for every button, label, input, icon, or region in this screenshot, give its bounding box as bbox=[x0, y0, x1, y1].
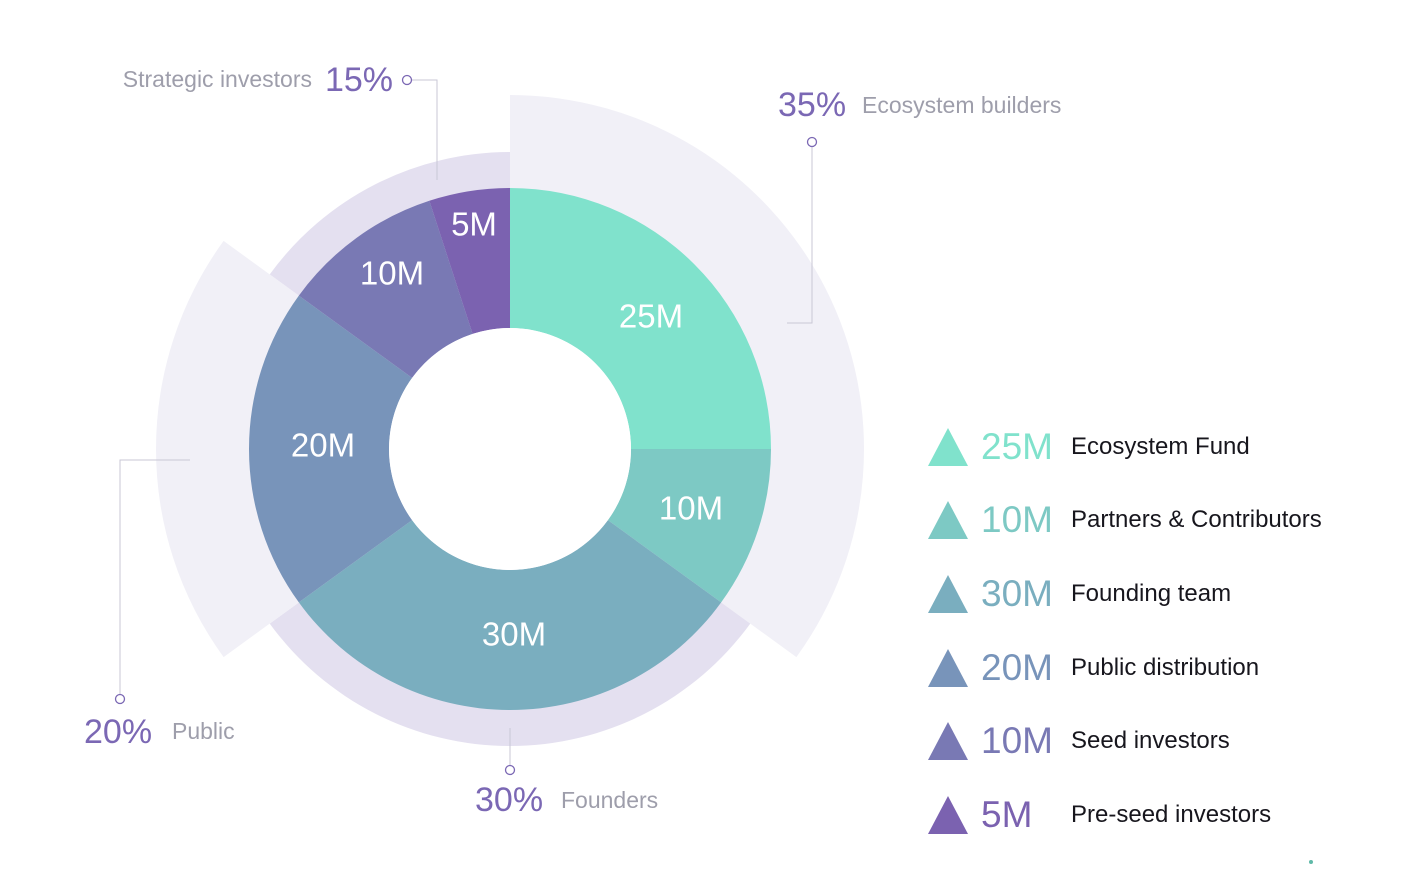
legend-item: 10M Seed investors bbox=[928, 704, 1388, 778]
legend-item: 20M Public distribution bbox=[928, 631, 1388, 705]
pie-slice bbox=[607, 449, 771, 603]
pie-slice bbox=[248, 295, 413, 603]
group-name: Public bbox=[172, 718, 235, 744]
legend-label: Public distribution bbox=[1071, 653, 1260, 681]
legend-label: Seed investors bbox=[1071, 727, 1230, 755]
slice-value-label: 30M bbox=[482, 616, 546, 653]
slice-value-label: 25M bbox=[619, 298, 683, 335]
group-name: Founders bbox=[561, 787, 658, 813]
legend-value: 10M bbox=[981, 720, 1053, 762]
slice-value-label: 10M bbox=[659, 490, 723, 527]
pie-slice bbox=[298, 520, 722, 710]
leader-dot bbox=[504, 764, 516, 776]
group-percent: 15% bbox=[325, 61, 393, 99]
slice-value-label: 20M bbox=[291, 427, 355, 464]
triangle-icon bbox=[928, 427, 968, 466]
decorative-dot bbox=[1309, 860, 1313, 864]
leader-line bbox=[119, 459, 190, 699]
triangle-icon bbox=[928, 648, 968, 687]
slice-value-label: 5M bbox=[451, 206, 497, 243]
group-percent: 20% bbox=[84, 713, 152, 751]
leader-dot bbox=[114, 693, 126, 705]
group-percent: 30% bbox=[475, 781, 543, 819]
legend-label: Pre-seed investors bbox=[1071, 800, 1272, 828]
group-name: Strategic investors bbox=[123, 66, 312, 92]
group-annotations: 35% Ecosystem builders 30% Founders 20% Publi… bbox=[84, 61, 1061, 819]
legend-label: Ecosystem Fund bbox=[1071, 432, 1250, 460]
legend-label: Partners & Contributors bbox=[1071, 506, 1322, 534]
legend-value: 20M bbox=[981, 646, 1053, 688]
donut-hole bbox=[389, 328, 631, 570]
legend-item: 5M Pre-seed investors bbox=[928, 778, 1388, 852]
legend-item: 25M Ecosystem Fund bbox=[928, 410, 1388, 484]
triangle-icon bbox=[928, 722, 968, 761]
chart-legend: 25M Ecosystem Fund 10M Partners & Contri… bbox=[928, 410, 1388, 852]
legend-label: Founding team bbox=[1071, 579, 1232, 607]
leader-line bbox=[407, 79, 438, 180]
leader-line bbox=[787, 142, 813, 324]
legend-value: 10M bbox=[981, 499, 1053, 541]
slice-value-label: 10M bbox=[360, 255, 424, 292]
leader-dot bbox=[806, 136, 818, 148]
pie-slice-labels: 25M 10M 30M 20M 10M 5M bbox=[291, 206, 723, 653]
legend-item: 30M Founding team bbox=[928, 557, 1388, 631]
group-name: Ecosystem builders bbox=[862, 92, 1061, 118]
triangle-icon bbox=[928, 795, 968, 834]
legend-value: 5M bbox=[981, 793, 1033, 835]
pie-slice bbox=[298, 200, 473, 378]
pie-slices bbox=[248, 188, 771, 710]
triangle-icon bbox=[928, 501, 968, 540]
leader-dot bbox=[401, 74, 413, 86]
legend-value: 30M bbox=[981, 572, 1053, 614]
group-percent: 35% bbox=[778, 86, 846, 124]
pie-slice bbox=[510, 188, 771, 449]
legend-value: 25M bbox=[981, 425, 1053, 467]
pie-slice bbox=[429, 188, 510, 334]
legend-item: 10M Partners & Contributors bbox=[928, 484, 1388, 558]
triangle-icon bbox=[928, 574, 968, 613]
